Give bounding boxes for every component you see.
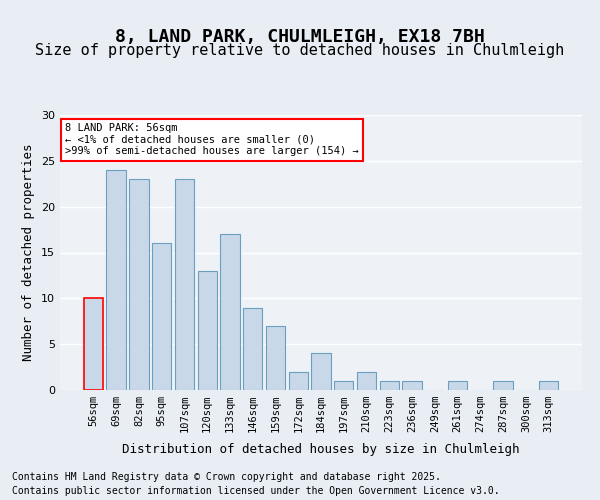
- Bar: [403, 381, 422, 390]
- Text: Size of property relative to detached houses in Chulmleigh: Size of property relative to detached ho…: [35, 42, 565, 58]
- Bar: [357, 372, 376, 390]
- Bar: [220, 234, 239, 390]
- Bar: [493, 381, 513, 390]
- Bar: [152, 244, 172, 390]
- Bar: [106, 170, 126, 390]
- Bar: [175, 179, 194, 390]
- Text: 8, LAND PARK, CHULMLEIGH, EX18 7BH: 8, LAND PARK, CHULMLEIGH, EX18 7BH: [115, 28, 485, 46]
- Bar: [266, 326, 285, 390]
- Y-axis label: Number of detached properties: Number of detached properties: [22, 144, 35, 361]
- Bar: [380, 381, 399, 390]
- Bar: [197, 271, 217, 390]
- Bar: [289, 372, 308, 390]
- Text: Contains public sector information licensed under the Open Government Licence v3: Contains public sector information licen…: [12, 486, 500, 496]
- X-axis label: Distribution of detached houses by size in Chulmleigh: Distribution of detached houses by size …: [122, 444, 520, 456]
- Bar: [129, 179, 149, 390]
- Bar: [448, 381, 467, 390]
- Text: 8 LAND PARK: 56sqm
← <1% of detached houses are smaller (0)
>99% of semi-detache: 8 LAND PARK: 56sqm ← <1% of detached hou…: [65, 123, 359, 156]
- Bar: [539, 381, 558, 390]
- Bar: [243, 308, 262, 390]
- Bar: [311, 354, 331, 390]
- Bar: [84, 298, 103, 390]
- Text: Contains HM Land Registry data © Crown copyright and database right 2025.: Contains HM Land Registry data © Crown c…: [12, 472, 441, 482]
- Bar: [334, 381, 353, 390]
